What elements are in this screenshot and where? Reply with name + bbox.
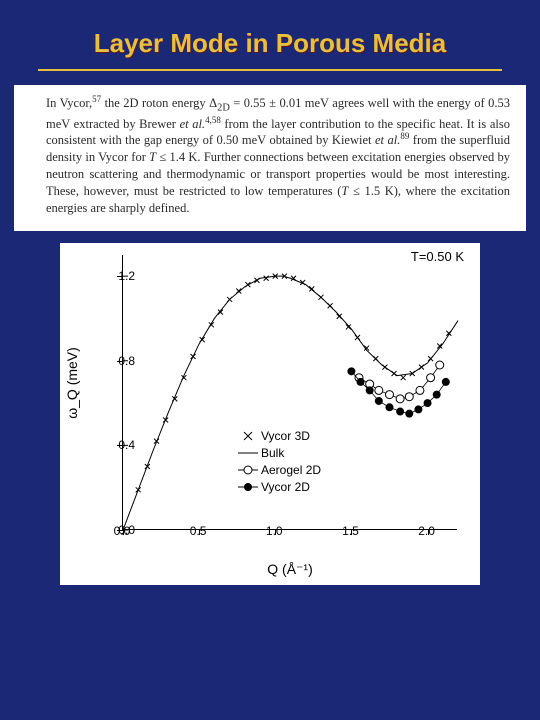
figure-block: ω_Q (meV) Q (Å⁻¹) T=0.50 K Vycor 3DBulkA… [60,243,480,585]
legend: Vycor 3DBulkAerogel 2DVycor 2D [235,428,321,496]
x-axis-label: Q (Å⁻¹) [267,561,313,578]
legend-entry: Vycor 2D [235,479,321,496]
x-tick-label: 1.0 [266,524,283,538]
paragraph-block: In Vycor,57 the 2D roton energy Δ2D = 0.… [14,85,526,231]
x-tick-label: 0.5 [190,524,207,538]
paragraph-text: In Vycor,57 the 2D roton energy Δ2D = 0.… [46,96,510,215]
legend-label: Bulk [261,445,284,461]
slide-title: Layer Mode in Porous Media [0,0,540,69]
title-underline [38,69,502,71]
legend-label: Aerogel 2D [261,462,321,478]
x-tick-label: 2.0 [418,524,435,538]
y-tick-label: 0.8 [118,354,135,368]
x-tick-label: 1.5 [342,524,359,538]
legend-entry: Vycor 3D [235,428,321,445]
x-tick-label: 0.0 [114,524,131,538]
legend-entry: Bulk [235,445,321,462]
temperature-label: T=0.50 K [411,249,464,264]
y-tick-label: 1.2 [118,269,135,283]
y-axis-label: ω_Q (meV) [64,347,80,419]
legend-label: Vycor 2D [261,479,310,495]
legend-label: Vycor 3D [261,428,310,444]
legend-entry: Aerogel 2D [235,462,321,479]
y-tick-label: 0.4 [118,438,135,452]
